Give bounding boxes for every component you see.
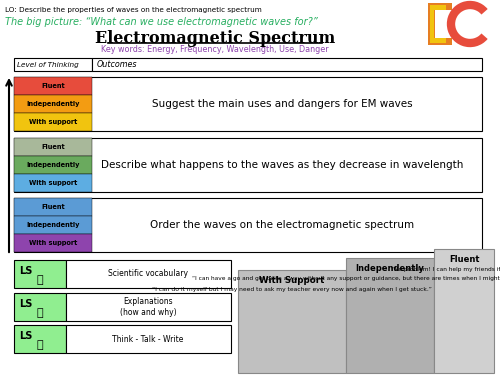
FancyBboxPatch shape (66, 260, 231, 288)
Text: Scientific vocabulary: Scientific vocabulary (108, 270, 188, 279)
Text: With support: With support (29, 119, 77, 125)
FancyBboxPatch shape (428, 3, 452, 10)
Text: Outcomes: Outcomes (97, 60, 138, 69)
Text: Order the waves on the electromagnetic spectrum: Order the waves on the electromagnetic s… (150, 220, 414, 230)
Text: With support: With support (29, 180, 77, 186)
Text: 📖: 📖 (36, 308, 44, 318)
FancyBboxPatch shape (14, 77, 92, 95)
Text: Think - Talk - Write: Think - Talk - Write (112, 334, 184, 344)
FancyBboxPatch shape (14, 198, 482, 252)
FancyBboxPatch shape (428, 38, 452, 45)
FancyBboxPatch shape (14, 234, 92, 252)
Text: LS: LS (19, 299, 32, 309)
FancyBboxPatch shape (14, 293, 66, 321)
FancyBboxPatch shape (14, 138, 482, 192)
Text: “No problem! I can help my friends if necessary.”: “No problem! I can help my friends if ne… (391, 267, 500, 272)
Text: Independently: Independently (356, 264, 424, 273)
FancyBboxPatch shape (92, 58, 482, 71)
Text: LS: LS (19, 331, 32, 341)
FancyBboxPatch shape (14, 156, 92, 174)
Text: Fluent: Fluent (41, 204, 65, 210)
Text: LS: LS (19, 266, 32, 276)
FancyBboxPatch shape (14, 58, 92, 71)
FancyBboxPatch shape (14, 113, 92, 131)
Text: Electromagnetic Spectrum: Electromagnetic Spectrum (95, 30, 335, 47)
Text: Independently: Independently (26, 222, 80, 228)
Text: Independently: Independently (26, 162, 80, 168)
Text: “I can have a go and get quite a way without any support or guidance, but there : “I can have a go and get quite a way wit… (192, 276, 500, 281)
FancyBboxPatch shape (14, 216, 92, 234)
Text: The big picture: “What can we use electromagnetic waves for?”: The big picture: “What can we use electr… (5, 17, 318, 27)
Text: Fluent: Fluent (449, 255, 479, 264)
Text: Suggest the main uses and dangers for EM waves: Suggest the main uses and dangers for EM… (152, 99, 412, 109)
FancyBboxPatch shape (14, 198, 92, 216)
Text: With Support: With Support (260, 276, 324, 285)
Text: Independently: Independently (26, 101, 80, 107)
Text: Fluent: Fluent (41, 83, 65, 89)
Text: Key words: Energy, Frequency, Wavelength, Use, Danger: Key words: Energy, Frequency, Wavelength… (101, 45, 329, 54)
FancyBboxPatch shape (430, 5, 434, 43)
FancyBboxPatch shape (14, 138, 92, 156)
Text: 📖: 📖 (36, 340, 44, 350)
Text: 📖: 📖 (36, 275, 44, 285)
FancyBboxPatch shape (238, 270, 346, 373)
FancyBboxPatch shape (430, 38, 446, 43)
Text: Fluent: Fluent (41, 144, 65, 150)
FancyBboxPatch shape (14, 95, 92, 113)
FancyBboxPatch shape (434, 249, 494, 373)
Text: LO: Describe the properties of waves on the electromagnetic spectrum: LO: Describe the properties of waves on … (5, 7, 262, 13)
FancyBboxPatch shape (66, 325, 231, 353)
Text: Describe what happens to the waves as they decrease in wavelength: Describe what happens to the waves as th… (101, 160, 463, 170)
FancyBboxPatch shape (14, 325, 66, 353)
FancyBboxPatch shape (14, 260, 66, 288)
FancyBboxPatch shape (428, 3, 435, 45)
Text: With support: With support (29, 240, 77, 246)
FancyBboxPatch shape (346, 258, 434, 373)
Text: “I can do it myself but I may need to ask my teacher every now and again when I : “I can do it myself but I may need to as… (152, 287, 432, 292)
Text: Explanations
(how and why): Explanations (how and why) (120, 297, 176, 317)
FancyBboxPatch shape (66, 293, 231, 321)
Text: Level of Thinking: Level of Thinking (17, 62, 79, 68)
FancyBboxPatch shape (430, 5, 446, 10)
FancyBboxPatch shape (14, 174, 92, 192)
FancyBboxPatch shape (14, 77, 482, 131)
